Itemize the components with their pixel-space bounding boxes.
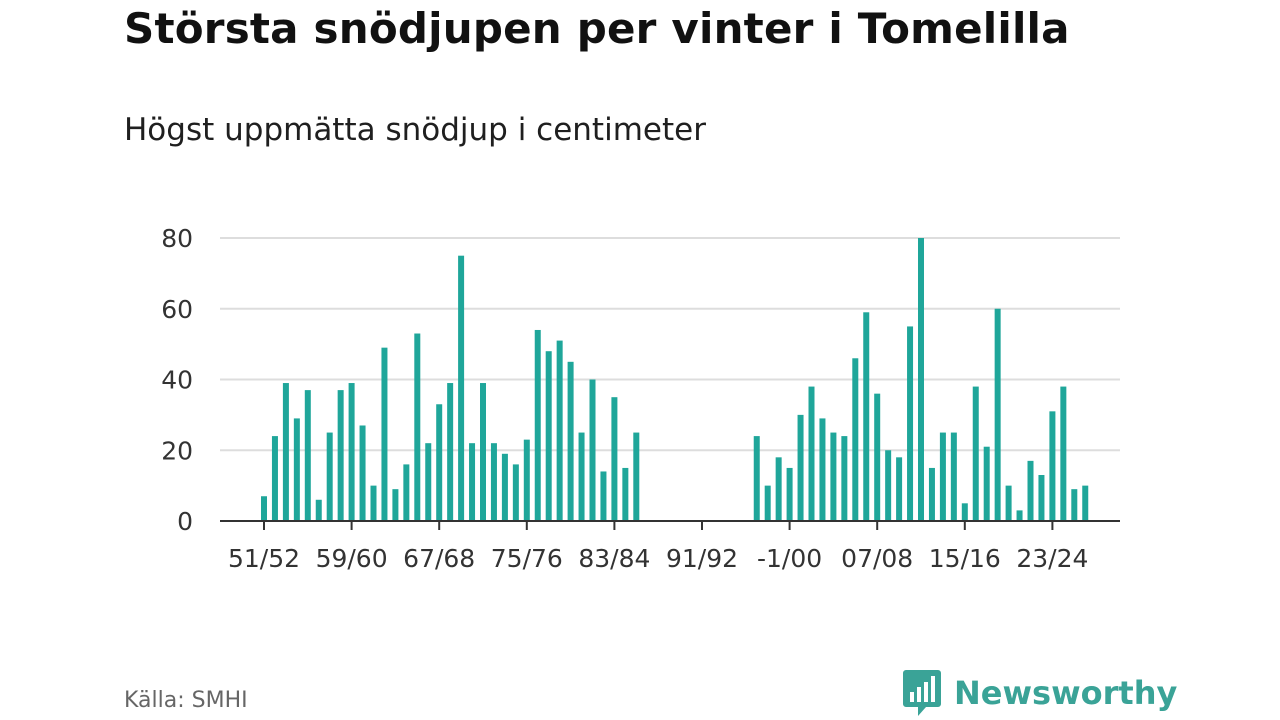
- grid-layer: 0 20 40 60 80: [161, 224, 1120, 536]
- bar: [874, 393, 881, 521]
- bar: [381, 347, 388, 521]
- x-tick-label: 59/60: [316, 544, 388, 573]
- bar: [972, 386, 979, 521]
- bar: [830, 432, 837, 521]
- bar: [753, 436, 760, 521]
- bar: [950, 432, 957, 521]
- bar: [348, 383, 355, 521]
- bar: [633, 432, 640, 521]
- bar: [425, 443, 432, 521]
- bar: [819, 418, 826, 521]
- newsworthy-logo-icon: [903, 670, 941, 716]
- x-tick-label: 83/84: [578, 544, 650, 573]
- bar: [1016, 510, 1023, 521]
- chart-title: Största snödjupen per vinter i Tomelilla: [124, 4, 1070, 53]
- bar: [458, 255, 465, 521]
- x-tick-label: -1/00: [757, 544, 822, 573]
- bar: [1027, 460, 1034, 521]
- x-tick-label: 23/24: [1016, 544, 1088, 573]
- bar: [523, 439, 530, 521]
- bar: [447, 383, 454, 521]
- x-tick-label: 51/52: [228, 544, 300, 573]
- bar: [392, 489, 399, 521]
- y-tick-label: 60: [161, 295, 193, 324]
- source-note: Källa: SMHI: [124, 688, 248, 713]
- bar: [282, 383, 289, 521]
- bar: [315, 499, 322, 521]
- bar: [1071, 489, 1078, 521]
- bar: [918, 238, 924, 521]
- bar: [490, 443, 497, 521]
- bar: [1049, 411, 1056, 521]
- bar: [271, 436, 278, 521]
- bar: [414, 333, 421, 521]
- bar: [994, 308, 1001, 521]
- bar: [611, 397, 618, 521]
- bar: [545, 351, 552, 521]
- bar: [764, 485, 771, 521]
- bar: [896, 457, 903, 521]
- x-tick-label: 67/68: [403, 544, 475, 573]
- bar-layer: [261, 238, 1089, 521]
- bar: [501, 453, 508, 521]
- y-tick-label: 80: [161, 224, 193, 253]
- brand-logo: Newsworthy: [902, 668, 1177, 718]
- bar: [885, 450, 892, 521]
- bar: [480, 383, 486, 521]
- bar: [939, 432, 946, 521]
- bar: [261, 496, 267, 521]
- bar: [863, 312, 870, 521]
- bar: [567, 361, 574, 521]
- bar: [775, 457, 782, 521]
- bar: [304, 390, 311, 521]
- x-tick-layer: 51/52 59/60 67/68 75/76 83/84 91/92 -1/00 07/08…: [228, 521, 1088, 573]
- bar: [961, 503, 968, 521]
- bar: [534, 329, 541, 521]
- x-tick-label: 15/16: [929, 544, 1001, 573]
- chart-subtitle: Högst uppmätta snödjup i centimeter: [124, 112, 706, 148]
- bar: [436, 404, 443, 521]
- bar: [469, 443, 476, 521]
- x-tick-label: 91/92: [666, 544, 738, 573]
- bar: [622, 467, 629, 521]
- bar: [370, 485, 377, 521]
- bar: [359, 425, 366, 521]
- bar: [1038, 475, 1045, 521]
- bar: [928, 467, 935, 521]
- y-tick-label: 20: [161, 436, 193, 465]
- bar: [337, 390, 344, 521]
- bar: [600, 471, 607, 521]
- bar: [556, 340, 563, 521]
- x-tick-label: 75/76: [491, 544, 563, 573]
- bar: [326, 432, 333, 521]
- bar: [293, 418, 300, 521]
- bar: [1060, 386, 1067, 521]
- bar: [983, 446, 990, 521]
- bar: [589, 379, 596, 521]
- brand-name: Newsworthy: [954, 674, 1178, 712]
- x-tick-label: 07/08: [841, 544, 913, 573]
- bar: [1082, 485, 1089, 521]
- bar: [797, 414, 804, 521]
- y-tick-label: 0: [177, 507, 193, 536]
- bar: [786, 467, 793, 521]
- bar: [578, 432, 585, 521]
- bar: [841, 436, 848, 521]
- bar: [403, 464, 410, 521]
- bar: [852, 358, 859, 521]
- bar: [907, 326, 914, 521]
- bar: [512, 464, 519, 521]
- y-tick-label: 40: [161, 366, 193, 395]
- bar: [1005, 485, 1012, 521]
- bar: [808, 386, 815, 521]
